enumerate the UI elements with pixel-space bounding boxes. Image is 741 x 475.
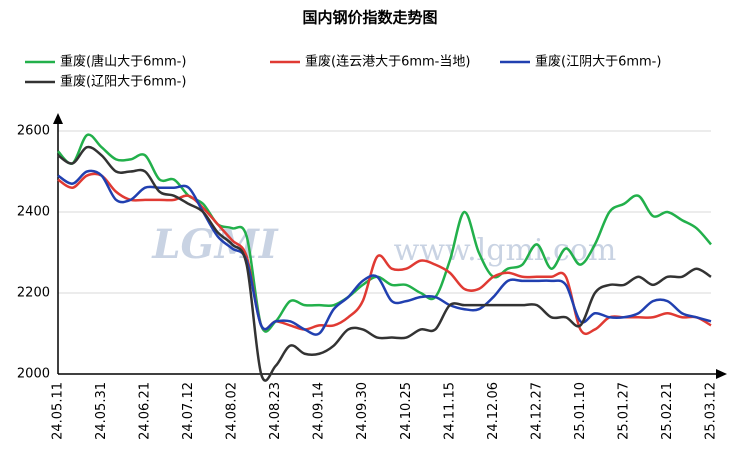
x-tick-label: 25.01.27 [616, 382, 631, 440]
line-series [57, 145, 712, 382]
x-tick-label: 24.08.02 [225, 382, 240, 440]
chart-title: 国内钢价指数走势图 [302, 9, 437, 27]
legend-label: 重废(唐山大于6mm-) [60, 54, 186, 70]
x-tick-label: 24.12.27 [529, 382, 544, 440]
x-tick-label: 24.05.11 [51, 382, 66, 440]
x-tick-label: 24.09.30 [355, 382, 370, 440]
x-tick-label: 24.10.25 [399, 382, 414, 440]
x-tick-label: 25.03.12 [704, 382, 719, 440]
x-tick-label: 24.07.12 [181, 382, 196, 440]
line-series [57, 169, 712, 336]
legend-label: 重废(辽阳大于6mm-) [60, 74, 186, 90]
x-tick-label: 24.11.15 [442, 382, 457, 440]
y-tick-label: 2200 [17, 286, 50, 301]
y-tick-label: 2400 [17, 205, 50, 220]
x-tick-label: 24.12.06 [486, 382, 501, 440]
x-tick-label: 25.01.10 [573, 382, 588, 440]
line-series [57, 172, 712, 336]
x-tick-label: 25.02.21 [660, 382, 675, 440]
line-series [57, 133, 712, 333]
y-tick-label: 2600 [17, 124, 50, 139]
y-axis-arrow [53, 113, 63, 124]
x-tick-label: 24.05.31 [94, 382, 109, 440]
legend-label: 重废(江阴大于6mm-) [535, 54, 661, 70]
legend-label: 重废(连云港大于6mm-当地) [305, 54, 470, 70]
y-tick-label: 2000 [17, 367, 50, 382]
x-axis-arrow [716, 369, 727, 379]
x-tick-label: 24.08.23 [268, 382, 283, 440]
x-tick-label: 24.06.21 [138, 382, 153, 440]
x-tick-label: 24.09.14 [312, 382, 327, 440]
